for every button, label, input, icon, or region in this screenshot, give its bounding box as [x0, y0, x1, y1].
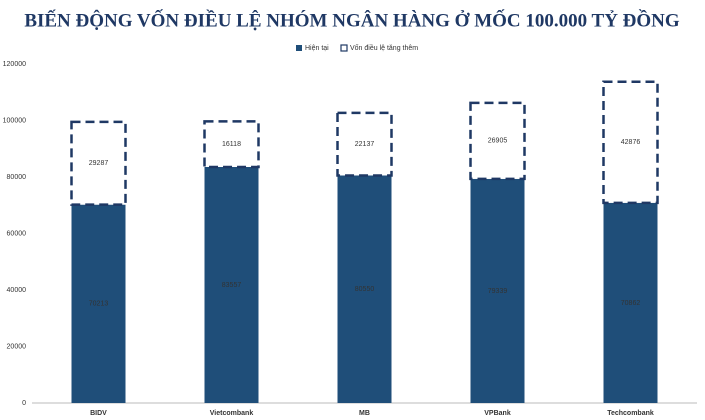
data-label: 42876 [621, 139, 641, 146]
bar [337, 175, 392, 403]
data-label: 29287 [89, 160, 109, 167]
data-label: 26905 [488, 138, 508, 145]
data-label: 79339 [488, 288, 508, 295]
bar [71, 204, 126, 403]
y-tick-label: 0 [22, 400, 26, 407]
chart-title: BIẾN ĐỘNG VỐN ĐIỀU LỆ NHÓM NGÂN HÀNG Ở M… [24, 9, 680, 31]
x-tick-label: VPBank [484, 410, 511, 417]
data-label: 80550 [355, 286, 375, 293]
y-tick-label: 60000 [7, 230, 27, 237]
bar [204, 166, 259, 403]
bar [470, 178, 525, 403]
bar [603, 202, 658, 403]
legend-label: Vốn điều lệ tăng thêm [350, 43, 418, 52]
y-tick-label: 100000 [3, 117, 26, 124]
y-tick-label: 80000 [7, 174, 27, 181]
legend-swatch [340, 44, 348, 52]
bar [203, 120, 260, 169]
x-tick-label: BIDV [90, 410, 107, 417]
data-label: 70862 [621, 300, 641, 307]
data-label: 22137 [355, 141, 375, 148]
legend-swatch [296, 45, 302, 51]
bar [336, 111, 393, 177]
legend-label: Hiện tại [305, 45, 329, 52]
data-label: 70213 [89, 301, 109, 308]
data-label: 16118 [222, 141, 241, 148]
data-label: 83557 [222, 282, 242, 289]
x-tick-label: MB [359, 410, 370, 417]
y-tick-label: 120000 [3, 61, 26, 68]
y-tick-label: 20000 [7, 343, 27, 350]
x-tick-label: Techcombank [607, 410, 654, 417]
x-tick-label: Vietcombank [210, 410, 254, 417]
bar [602, 80, 659, 205]
bar [70, 120, 127, 206]
y-tick-label: 40000 [7, 287, 27, 294]
bar [469, 101, 526, 181]
